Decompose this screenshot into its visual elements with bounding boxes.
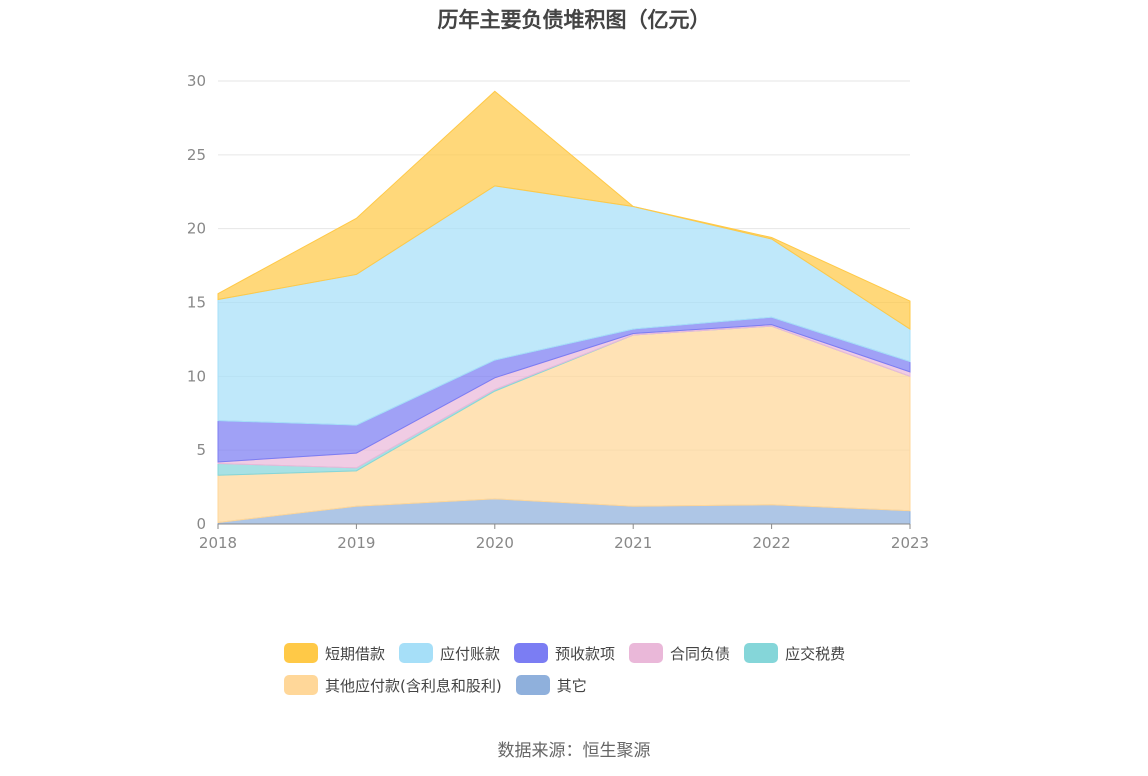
y-tick-label: 30: [187, 72, 206, 90]
x-tick-label: 2021: [614, 534, 652, 552]
legend-label: 其它: [556, 676, 587, 695]
chart-title: 历年主要负债堆积图（亿元）: [437, 8, 711, 32]
x-tick-label: 2018: [199, 534, 237, 552]
y-tick-label: 20: [187, 220, 206, 238]
legend-item[interactable]: 应付账款: [399, 643, 500, 664]
legend-item[interactable]: 预收款项: [514, 643, 615, 664]
x-tick-label: 2020: [476, 534, 514, 552]
legend-label: 应付账款: [440, 644, 501, 663]
y-tick-label: 0: [196, 515, 206, 533]
legend-label: 应交税费: [785, 644, 846, 663]
legend-label: 短期借款: [325, 644, 386, 663]
y-tick-label: 10: [187, 367, 206, 385]
y-tick-label: 15: [187, 294, 206, 312]
area-series: [217, 90, 911, 331]
legend-label: 预收款项: [555, 644, 616, 663]
axes: 0 5 10 15 20 25 30 2018 2019 2020 2021 2022 2023: [187, 72, 929, 552]
legend-swatch: [284, 643, 318, 663]
legend-row: 其他应付款(含利息和股利) 其它: [284, 669, 924, 701]
y-tick-label: 5: [196, 441, 206, 459]
legend-item[interactable]: 应交税费: [744, 643, 845, 664]
legend-swatch: [514, 643, 549, 663]
legend-swatch: [284, 675, 318, 695]
legend-swatch: [515, 675, 550, 695]
source-note: 数据来源：恒生聚源: [497, 741, 651, 761]
area-series-layer: [217, 90, 911, 525]
x-tick-label: 2023: [891, 534, 929, 552]
legend-item[interactable]: 合同负债: [629, 643, 730, 664]
legend-label: 其他应付款(含利息和股利): [325, 676, 502, 695]
legend-swatch: [744, 643, 779, 663]
legend-swatch: [629, 643, 664, 663]
x-tick-label: 2022: [753, 534, 791, 552]
legend-item[interactable]: 其他应付款(含利息和股利): [284, 675, 502, 696]
legend-item[interactable]: 短期借款: [284, 643, 385, 664]
legend-swatch: [399, 643, 434, 663]
x-tick-label: 2019: [337, 534, 375, 552]
legend-row: 短期借款 应付账款 预收款项 合同负债 应交税费: [284, 637, 924, 669]
legend-label: 合同负债: [670, 644, 731, 663]
legend-item[interactable]: 其它: [515, 675, 587, 696]
legend: 短期借款 应付账款 预收款项 合同负债 应交税费 其他应付款(含利息和股利) 其它: [284, 637, 924, 701]
y-tick-label: 25: [187, 146, 206, 164]
